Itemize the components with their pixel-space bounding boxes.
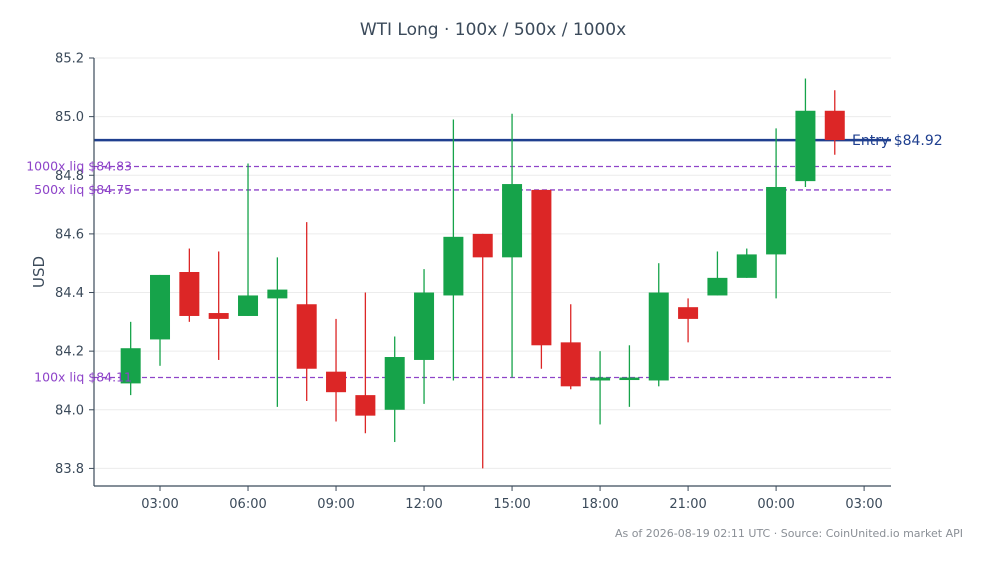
y-tick-label: 83.8 [55,462,84,477]
source-footnote: As of 2026-08-19 02:11 UTC · Source: Coi… [614,527,963,540]
candle-body [326,371,347,393]
x-tick-label: 12:00 [405,497,442,512]
candle-body [179,272,200,316]
liq-100x-label: 100x liq $84.11 [34,370,132,385]
y-tick-label: 84.4 [55,286,84,301]
candle-body [208,313,229,319]
liq-1000x-label: 1000x liq $84.83 [26,158,132,173]
candle-body [296,304,317,369]
candle-body [443,236,464,296]
candle-body [590,377,611,381]
x-tick-label: 06:00 [229,497,266,512]
x-tick-label: 03:00 [845,497,882,512]
x-tick-label: 21:00 [669,497,706,512]
candle-body [707,277,728,296]
candle-body [120,348,141,384]
x-tick-label: 18:00 [581,497,618,512]
candle-body [414,292,435,360]
y-tick-label: 84.0 [55,403,84,418]
candle-body [824,110,845,141]
candle-body [355,395,376,416]
candle-body [560,342,581,387]
candle-body [150,274,171,340]
liq-500x-label: 500x liq $84.75 [34,182,132,197]
x-tick-label: 15:00 [493,497,530,512]
candles [120,78,845,469]
candle-body [384,357,405,410]
candle-body [648,292,669,381]
candle-body [736,254,757,278]
y-axis-label: USD [30,256,48,288]
candle-body [766,186,787,255]
candle-body [678,307,699,319]
chart-title: WTI Long · 100x / 500x / 1000x [359,20,627,40]
candle-body [267,289,288,299]
candle-body [238,295,259,316]
y-tick-label: 85.2 [55,52,84,67]
entry-label: Entry $84.92 [852,133,943,149]
x-tick-label: 00:00 [757,497,794,512]
y-tick-label: 84.8 [55,169,84,184]
x-tick-label: 09:00 [317,497,354,512]
candle-body [619,377,640,381]
candle-body [472,233,493,258]
candle-body [502,184,523,258]
y-tick-label: 84.2 [55,345,84,360]
grid-lines [94,57,891,469]
candle-body [795,110,816,182]
reference-line-labels: Entry $84.92 1000x liq $84.83 500x liq $84… [26,133,942,384]
y-tick-label: 85.0 [55,110,84,125]
reference-lines [94,138,891,379]
x-tick-label: 03:00 [141,497,178,512]
candle-body [531,189,552,346]
y-tick-label: 84.6 [55,227,84,242]
axes: 83.8 84.0 84.2 84.4 84.6 84.8 85.0 85.2 03:00 06:… [30,52,891,512]
